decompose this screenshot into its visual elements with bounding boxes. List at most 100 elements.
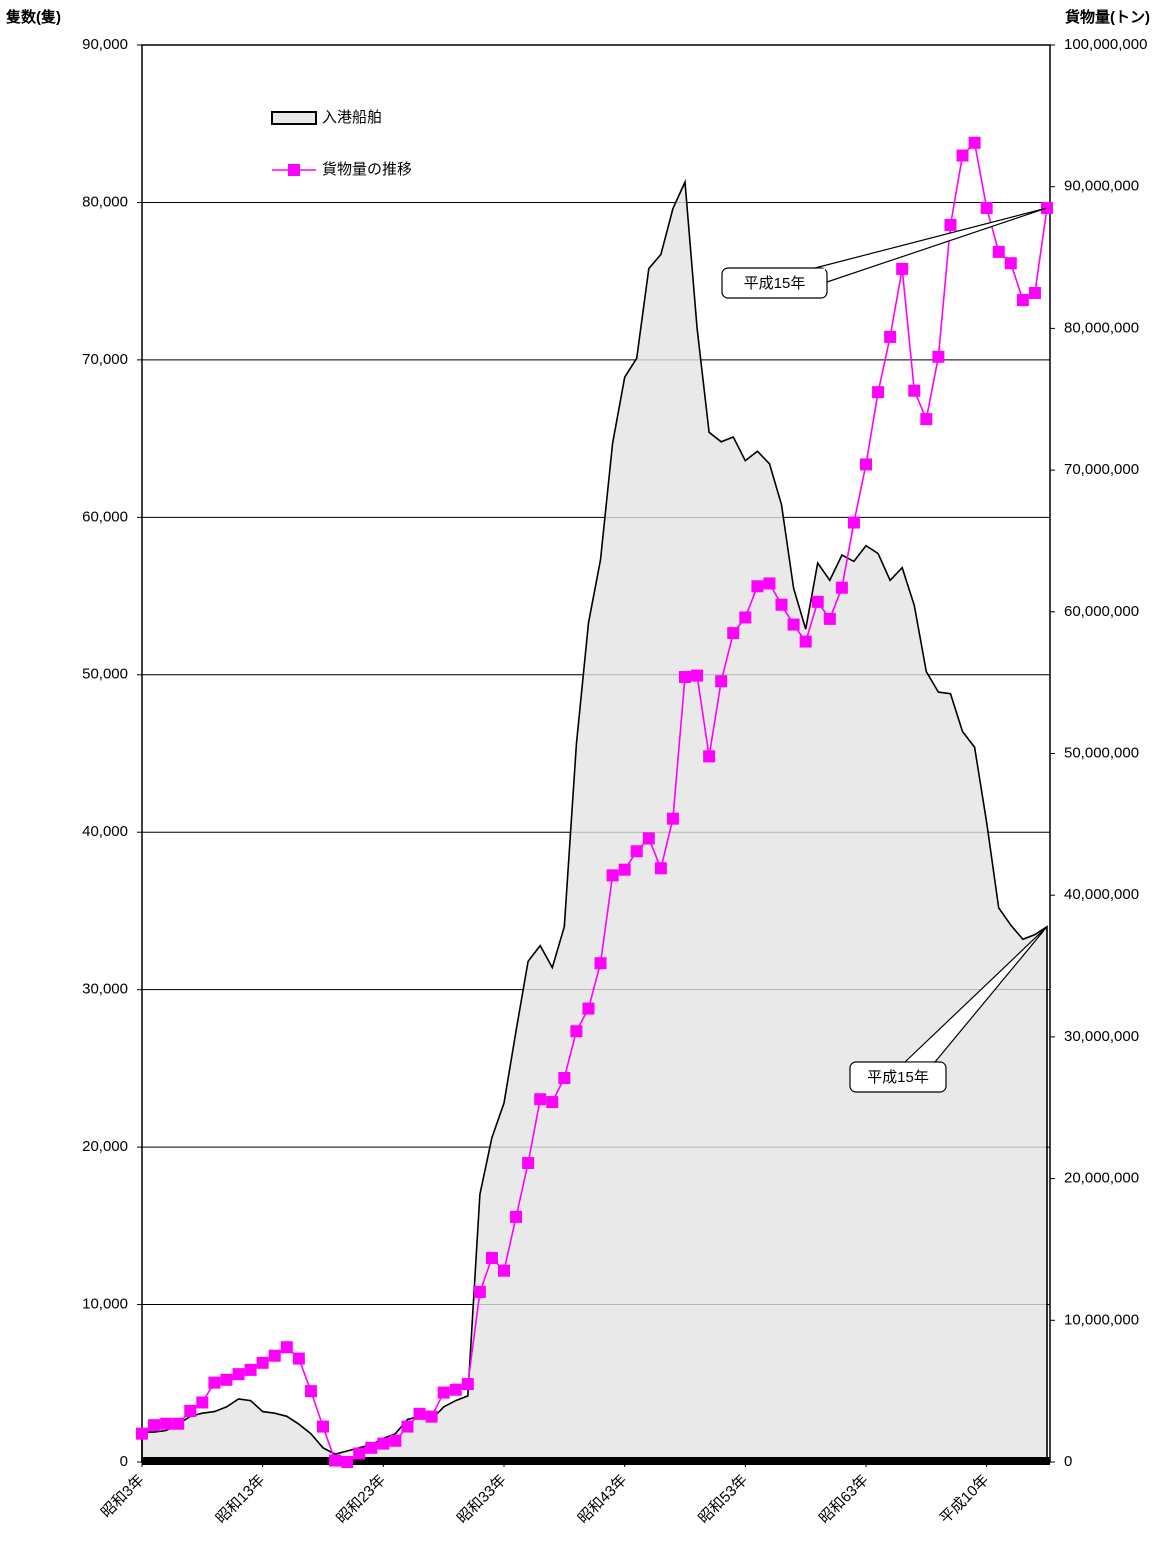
marker (365, 1441, 378, 1454)
y-tick-label: 50,000 (82, 666, 128, 683)
legend-marker (288, 164, 300, 176)
marker (980, 201, 993, 214)
y-tick-label: 60,000 (82, 508, 128, 525)
marker (244, 1363, 257, 1376)
marker (992, 245, 1005, 258)
y2-axis-title: 貨物量(トン) (1065, 8, 1150, 26)
marker (473, 1285, 486, 1298)
callout-pointer (814, 207, 1048, 283)
x-tick-label: 昭和43年 (575, 1472, 631, 1528)
marker (377, 1437, 390, 1450)
marker (136, 1427, 148, 1440)
marker (884, 330, 897, 343)
marker (437, 1386, 450, 1399)
marker (256, 1356, 269, 1369)
marker (727, 627, 740, 640)
marker (630, 845, 643, 858)
marker (160, 1417, 173, 1430)
y-tick-label: 80,000 (82, 193, 128, 210)
marker (763, 577, 776, 590)
marker (666, 812, 679, 825)
marker (485, 1251, 498, 1264)
marker (823, 612, 836, 625)
line (141, 141, 1048, 1463)
marker (920, 413, 933, 426)
y-tick-label: 40,000 (82, 823, 128, 840)
marker (1028, 286, 1041, 299)
y2-tick-label: 100,000,000 (1064, 36, 1147, 53)
marker (317, 1420, 329, 1433)
marker (715, 675, 728, 688)
y2-tick-label: 70,000,000 (1064, 461, 1139, 478)
y-tick-label: 10,000 (82, 1296, 128, 1313)
marker (1004, 257, 1017, 270)
x-tick-label: 昭和53年 (695, 1472, 751, 1528)
marker (654, 862, 667, 875)
marker (401, 1420, 414, 1433)
callout-pointer (904, 926, 1048, 1063)
callout-box (849, 1061, 947, 1093)
marker (956, 149, 969, 162)
marker (606, 869, 619, 882)
y-tick-label: 20,000 (82, 1138, 128, 1155)
marker (184, 1404, 197, 1417)
marker (413, 1407, 426, 1420)
y2-tick-label: 0 (1064, 1453, 1072, 1470)
marker (570, 1025, 583, 1038)
marker (510, 1210, 523, 1223)
marker (847, 516, 860, 529)
marker (425, 1410, 438, 1423)
area (141, 178, 1048, 1463)
y-tick-label: 0 (120, 1453, 128, 1470)
y2-tick-label: 30,000,000 (1064, 1028, 1139, 1045)
annotation: 平成15年 (867, 1069, 929, 1086)
marker (449, 1383, 462, 1396)
marker (292, 1352, 305, 1365)
marker (389, 1434, 402, 1447)
marker (799, 635, 812, 648)
y2-tick-label: 50,000,000 (1064, 744, 1139, 761)
marker (751, 580, 764, 593)
marker (691, 669, 704, 682)
marker (968, 136, 981, 149)
marker (787, 618, 800, 631)
marker (872, 386, 885, 399)
marker (811, 595, 824, 608)
x-axis-band (142, 1457, 1050, 1465)
y-axis-title: 隻数(隻) (5, 8, 61, 26)
marker (208, 1376, 221, 1389)
y-tick-label: 90,000 (82, 36, 128, 53)
marker (148, 1419, 161, 1432)
x-tick-label: 昭和23年 (333, 1472, 389, 1528)
legend-label: 貨物量の推移 (322, 161, 412, 178)
y2-tick-label: 60,000,000 (1064, 603, 1139, 620)
marker (341, 1456, 354, 1468)
y2-tick-label: 80,000,000 (1064, 319, 1139, 336)
marker (1016, 294, 1029, 307)
marker (896, 262, 909, 275)
marker (196, 1396, 209, 1409)
y2-tick-label: 40,000,000 (1064, 886, 1139, 903)
legend-label: 入港船舶 (322, 109, 382, 126)
marker (534, 1093, 547, 1106)
x-tick-label: 昭和33年 (454, 1472, 510, 1528)
marker (582, 1002, 595, 1015)
marker (594, 957, 607, 970)
marker (329, 1454, 342, 1467)
x-tick-label: 昭和63年 (816, 1472, 872, 1528)
marker (498, 1264, 510, 1277)
y-tick-label: 30,000 (82, 981, 128, 998)
marker (739, 611, 752, 624)
marker (232, 1368, 245, 1381)
marker (546, 1096, 559, 1109)
y2-tick-label: 10,000,000 (1064, 1311, 1139, 1328)
marker (860, 458, 872, 471)
marker (932, 350, 945, 363)
marker (461, 1378, 474, 1391)
marker (944, 218, 957, 231)
marker (908, 384, 921, 397)
x-tick-label: 昭和3年 (98, 1472, 148, 1522)
x-tick-label: 平成10年 (937, 1472, 993, 1528)
callout-box (721, 267, 828, 299)
